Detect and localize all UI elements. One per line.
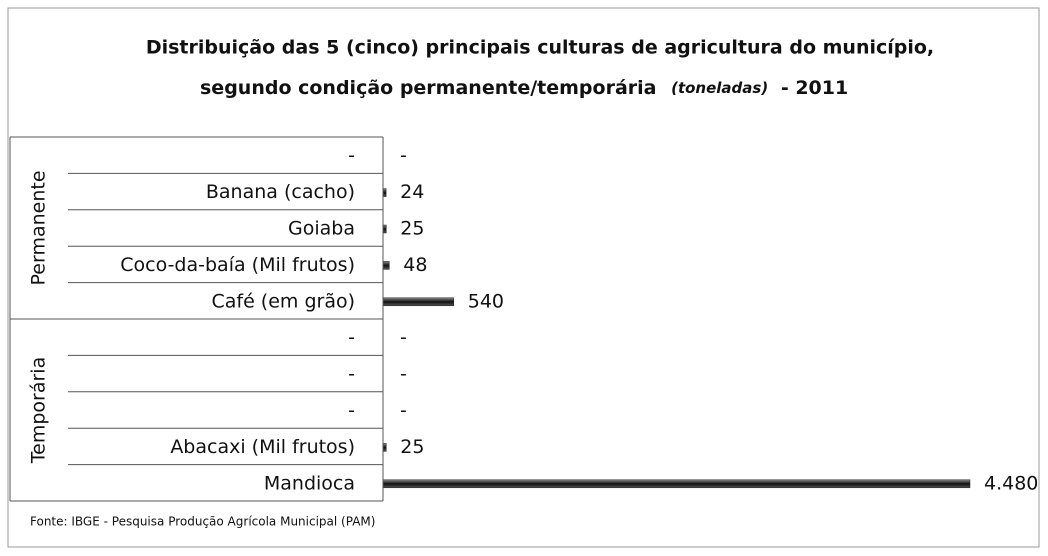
- value-label: 4.480: [984, 472, 1038, 494]
- category-label: Goiaba: [288, 218, 355, 240]
- subtitle-text: segundo condição permanente/temporária: [200, 77, 656, 99]
- value-label: -: [400, 145, 407, 167]
- category-label: Banana (cacho): [206, 181, 355, 203]
- category-label: Mandioca: [264, 472, 355, 494]
- category-label: -: [348, 145, 355, 167]
- group-label: Permanente: [28, 170, 50, 285]
- value-label: -: [400, 327, 407, 349]
- category-label: -: [348, 363, 355, 385]
- value-label: -: [400, 400, 407, 422]
- category-label: Abacaxi (Mil frutos): [170, 436, 355, 458]
- value-label: 25: [400, 218, 424, 240]
- value-label: 540: [468, 290, 504, 312]
- category-label: -: [348, 400, 355, 422]
- year: - 2011: [781, 77, 848, 99]
- value-label: 25: [400, 436, 424, 458]
- unit: (toneladas): [671, 79, 768, 97]
- category-label: -: [348, 327, 355, 349]
- frame: [7, 7, 1040, 548]
- category-label: Café (em grão): [211, 290, 355, 312]
- category-label: Coco-da-baía (Mil frutos): [120, 254, 355, 276]
- value-label: -: [400, 363, 407, 385]
- chart-subtitle: segundo condição permanente/temporária (…: [200, 77, 848, 99]
- bar: [382, 261, 390, 270]
- bar: [382, 297, 455, 307]
- chart-title: Distribuição das 5 (cinco) principais cu…: [146, 37, 934, 59]
- bar: [382, 479, 971, 489]
- value-label: 24: [400, 181, 424, 203]
- value-label: 48: [403, 254, 427, 276]
- source: Fonte: IBGE - Pesquisa Produção Agrícola…: [30, 515, 375, 529]
- group-label: Temporária: [28, 357, 50, 464]
